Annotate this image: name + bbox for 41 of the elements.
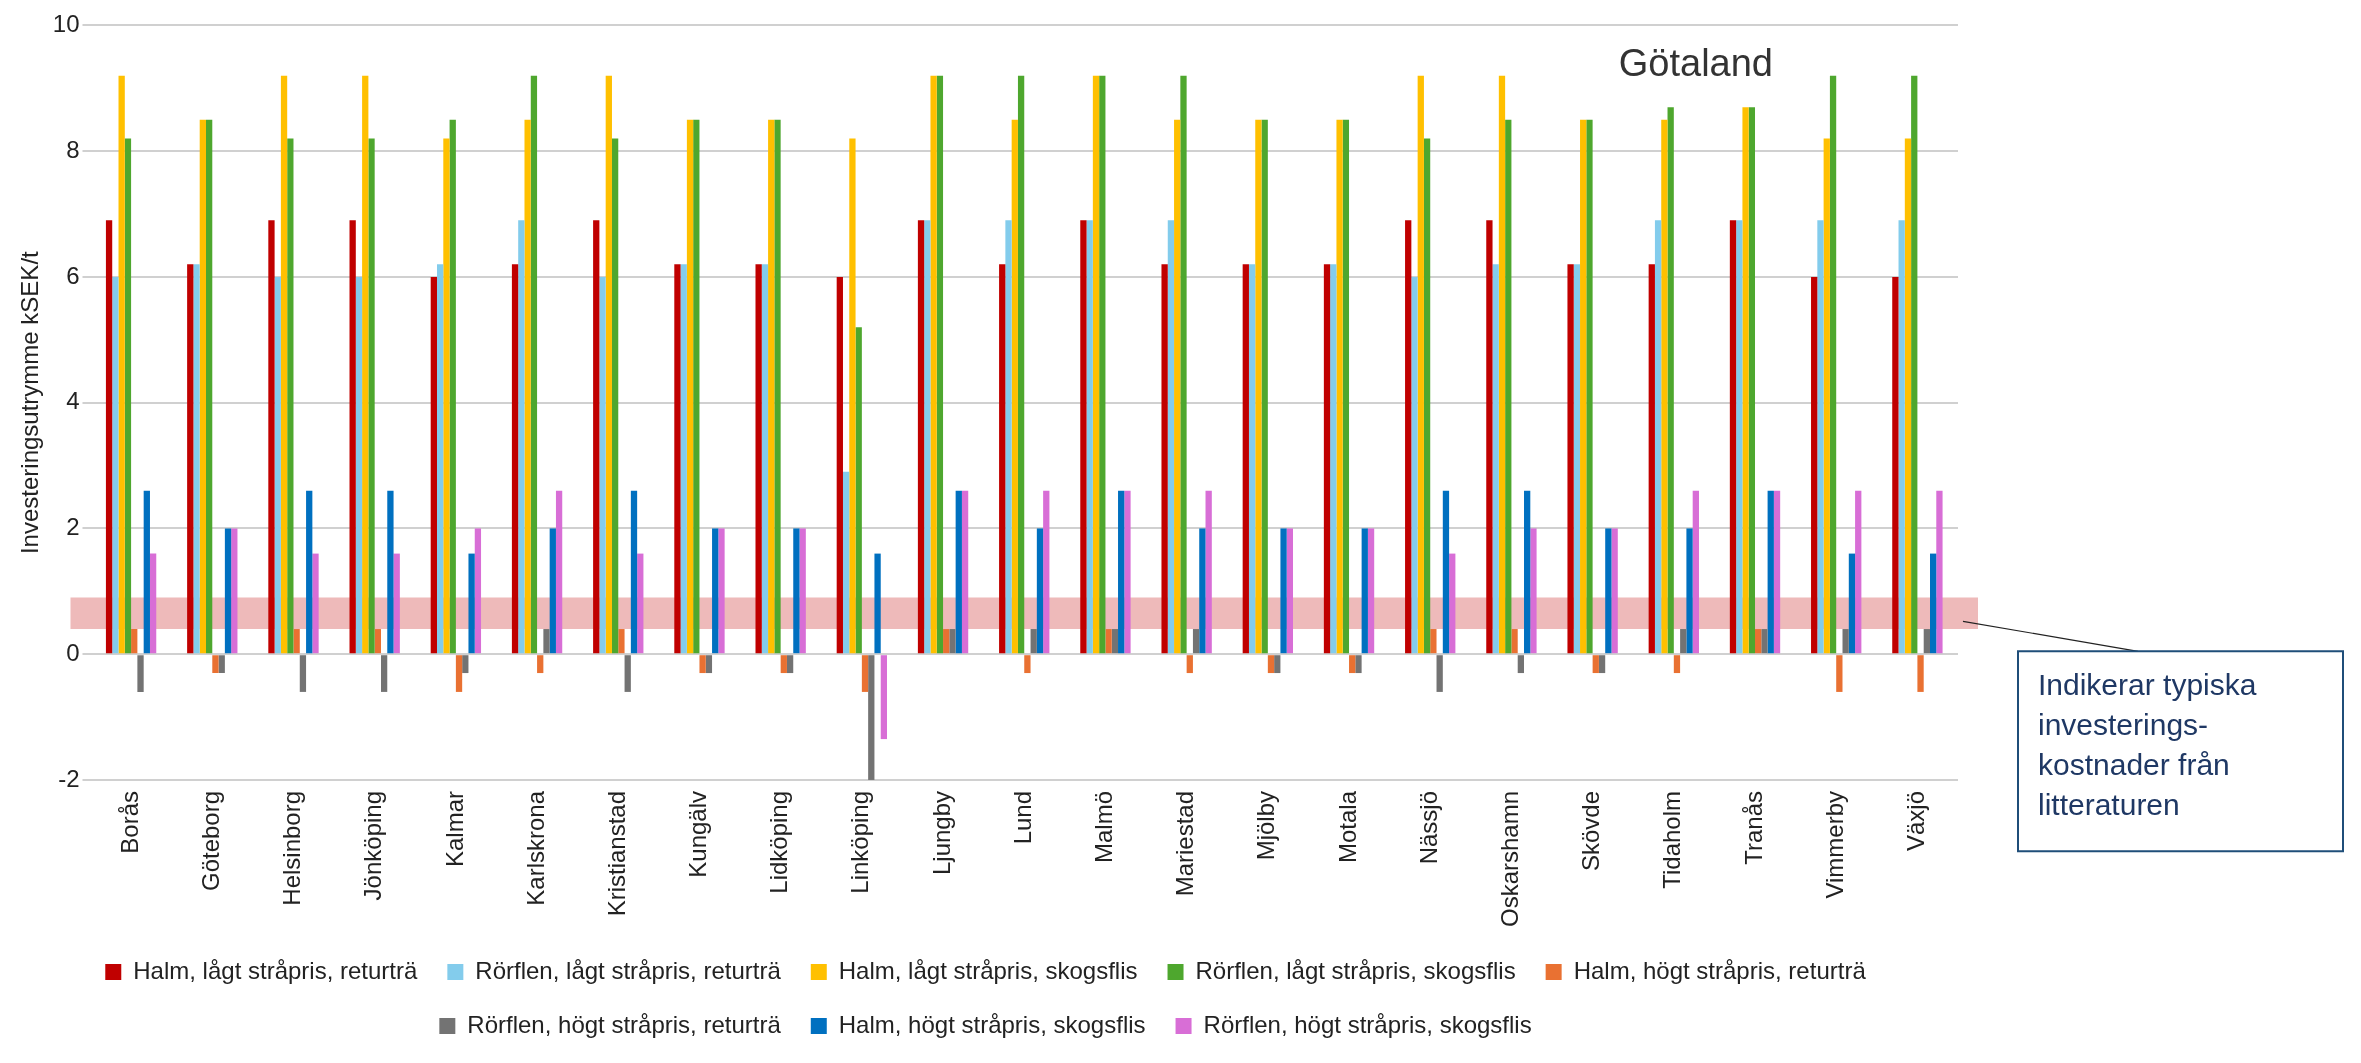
x-tick-label: Tranås (1739, 790, 1767, 865)
x-tick-label: Kalmar (440, 790, 468, 867)
x-tick-label: Vimmerby (1820, 790, 1848, 899)
legend-label: Rörflen, högt stråpris, returträ (467, 1010, 782, 1038)
legend-label: Halm, lågt stråpris, returträ (133, 956, 418, 984)
x-tick-label: Borås (115, 790, 143, 854)
x-tick-label: Tidaholm (1658, 790, 1686, 889)
x-tick-label: Växjö (1902, 790, 1930, 851)
legend-label: Rörflen, lågt stråpris, skogsflis (1195, 956, 1516, 984)
x-tick-label: Linköping (846, 790, 874, 894)
y-axis-title: Investeringsutrymme kSEK/t (16, 250, 44, 555)
x-tick-label: Mjölby (1252, 790, 1280, 861)
y-tick-label: 8 (66, 135, 80, 163)
x-tick-label: Helsinborg (278, 790, 306, 906)
legend-label: Rörflen, lågt stråpris, returträ (475, 956, 782, 984)
x-tick-label: Skövde (1577, 790, 1605, 872)
x-tick-label: Göteborg (196, 790, 224, 892)
legend-label: Halm, lågt stråpris, skogsflis (838, 956, 1138, 984)
x-tick-label: Kungälv (684, 790, 712, 878)
x-tick-label: Karlskrona (521, 790, 549, 906)
x-tick-label: Oskarshamn (1496, 790, 1524, 927)
chart-title: Götaland (1618, 41, 1773, 84)
x-tick-label: Nässjö (1414, 790, 1442, 865)
x-tick-label: Ljungby (927, 790, 955, 876)
x-tick-label: Motala (1333, 790, 1361, 863)
legend-label: Rörflen, högt stråpris, skogsflis (1203, 1010, 1532, 1038)
y-tick-label: 4 (66, 387, 80, 415)
x-tick-label: Malmö (1090, 790, 1118, 863)
y-tick-label: 6 (66, 261, 80, 289)
x-tick-label: Lidköping (765, 790, 793, 894)
x-tick-label: Mariestad (1171, 790, 1199, 897)
y-tick-label: -2 (58, 764, 80, 792)
x-tick-label: Lund (1008, 790, 1036, 845)
x-tick-label: Jönköping (359, 790, 387, 901)
y-tick-label: 0 (66, 638, 80, 666)
legend-label: Halm, högt stråpris, returträ (1573, 956, 1867, 984)
x-tick-label: Kristianstad (602, 790, 630, 917)
y-tick-label: 2 (66, 513, 80, 541)
y-tick-label: 10 (52, 10, 80, 38)
band-label: Indikerar typiska investerings-kostnader från litteraturen (2038, 667, 2257, 821)
legend-label: Halm, högt stråpris, skogsflis (838, 1010, 1146, 1038)
